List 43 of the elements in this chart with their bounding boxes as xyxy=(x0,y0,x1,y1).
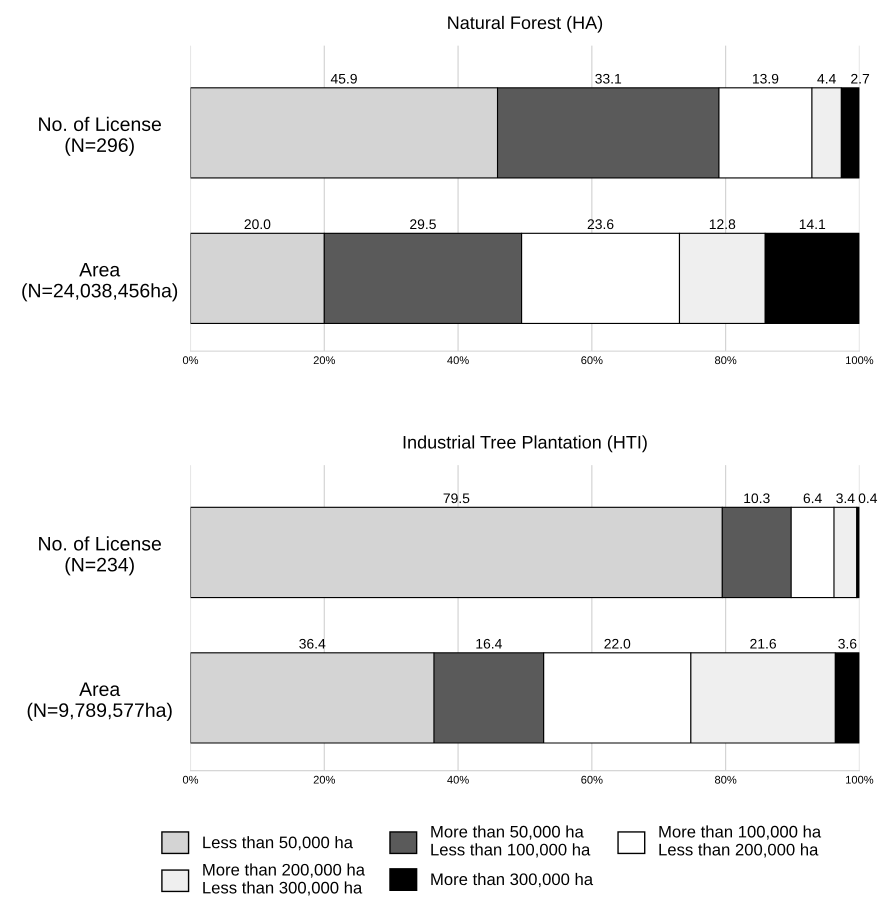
data-label: 10.3 xyxy=(744,493,770,504)
y-tick-label: No. of License (N=296) xyxy=(39,116,161,156)
legend-label: More than 200,000 ha Less than 300,000 ha xyxy=(203,863,365,896)
data-label: 22.0 xyxy=(604,638,630,649)
data-label: 4.4 xyxy=(817,74,836,84)
data-label: 21.6 xyxy=(750,638,776,649)
chart-title: Industrial Tree Plantation (HTI) xyxy=(404,435,647,452)
data-label: 36.4 xyxy=(299,638,326,649)
data-label: 29.5 xyxy=(410,219,436,230)
x-tick-label: 40% xyxy=(447,356,469,364)
data-label: 3.6 xyxy=(838,638,856,649)
x-tick-label: 20% xyxy=(314,776,335,784)
data-label: 45.9 xyxy=(330,74,357,84)
x-tick-label: 0% xyxy=(182,776,198,784)
x-tick-label: 80% xyxy=(715,356,736,364)
data-label: 3.4 xyxy=(836,493,855,504)
x-tick-label: 20% xyxy=(314,356,335,364)
data-label: 20.0 xyxy=(244,219,270,230)
data-label: 33.1 xyxy=(595,74,622,84)
x-tick-label: 0% xyxy=(182,356,198,364)
chart-title: Natural Forest (HA) xyxy=(448,16,602,33)
y-tick-label: No. of License (N=234) xyxy=(39,536,161,576)
x-tick-label: 60% xyxy=(581,356,603,364)
legend-label: Less than 50,000 ha xyxy=(203,836,353,850)
y-tick-label: Area (N=9,789,577ha) xyxy=(28,682,172,721)
data-label: 79.5 xyxy=(444,493,470,504)
data-label: 2.7 xyxy=(851,74,870,84)
legend-label: More than 100,000 ha Less than 200,000 ha xyxy=(659,825,822,858)
data-label: 12.8 xyxy=(710,219,736,230)
x-tick-label: 60% xyxy=(581,776,603,784)
data-label: 23.6 xyxy=(588,219,614,230)
data-label: 16.4 xyxy=(476,638,502,649)
x-tick-label: 100% xyxy=(846,356,874,364)
data-label: 14.1 xyxy=(800,219,826,230)
x-tick-label: 100% xyxy=(846,776,874,784)
data-label: 0.4 xyxy=(858,493,878,504)
data-label: 13.9 xyxy=(752,74,778,84)
data-label: 6.4 xyxy=(804,493,822,504)
legend-label: More than 300,000 ha xyxy=(431,872,594,888)
x-tick-label: 40% xyxy=(447,776,469,784)
legend-label: More than 50,000 ha Less than 100,000 ha xyxy=(431,825,590,858)
y-tick-label: Area (N=24,038,456ha) xyxy=(22,262,178,302)
x-tick-label: 80% xyxy=(715,776,736,784)
